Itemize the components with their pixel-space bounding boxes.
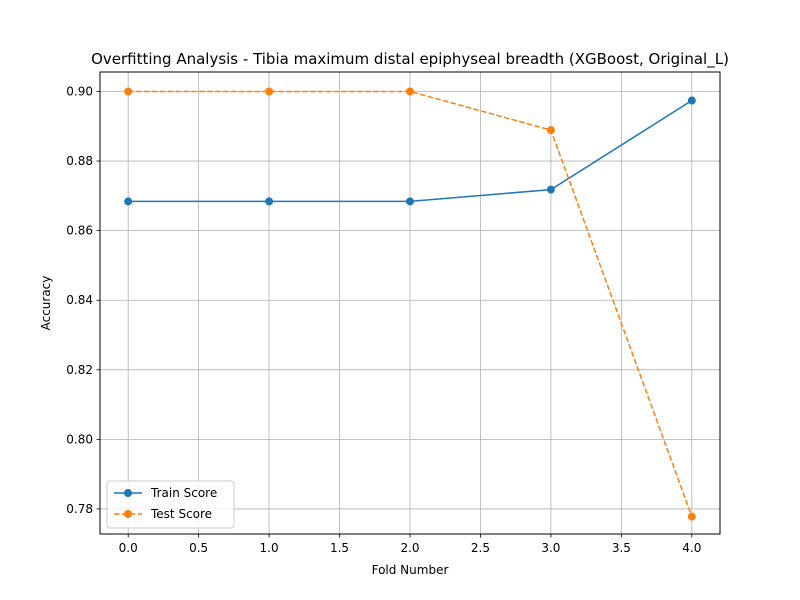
y-axis-label: Accuracy bbox=[39, 276, 53, 331]
x-tick-label: 2.0 bbox=[400, 541, 419, 555]
y-tick-label: 0.78 bbox=[66, 502, 93, 516]
y-tick-label: 0.86 bbox=[66, 224, 93, 238]
x-tick-label: 0.5 bbox=[189, 541, 208, 555]
series-point-test bbox=[687, 512, 696, 521]
x-tick-label: 3.0 bbox=[541, 541, 560, 555]
x-tick-label: 1.5 bbox=[330, 541, 349, 555]
series-point-train bbox=[546, 185, 555, 194]
y-tick-label: 0.84 bbox=[66, 293, 93, 307]
x-axis-label: Fold Number bbox=[372, 563, 449, 577]
y-tick-label: 0.90 bbox=[66, 84, 93, 98]
series-point-train bbox=[124, 197, 133, 206]
y-tick-label: 0.80 bbox=[66, 432, 93, 446]
x-tick-label: 2.5 bbox=[471, 541, 490, 555]
series-layer bbox=[124, 87, 696, 521]
series-point-test bbox=[406, 87, 414, 96]
x-tick-label: 3.5 bbox=[612, 541, 631, 555]
series-point-train bbox=[687, 96, 696, 105]
legend-marker bbox=[124, 489, 132, 497]
series-point-train bbox=[265, 197, 274, 206]
legend-entry: Test Score bbox=[150, 507, 212, 521]
series-point-train bbox=[406, 197, 414, 206]
y-tick-label: 0.88 bbox=[66, 154, 93, 168]
series-point-test bbox=[124, 87, 133, 96]
x-tick-label: 1.0 bbox=[260, 541, 279, 555]
legend: Train Score Test Score bbox=[106, 480, 235, 529]
y-tick-label: 0.82 bbox=[66, 363, 93, 377]
legend-marker bbox=[124, 510, 132, 518]
x-tick-label: 4.0 bbox=[682, 541, 701, 555]
series-point-test bbox=[546, 126, 555, 135]
x-tick-label: 0.0 bbox=[119, 541, 138, 555]
grid-lines bbox=[100, 72, 720, 534]
series-point-test bbox=[265, 87, 274, 96]
tick-marks: 0.0 0.5 1.0 1.5 2.0 2.5 3.0 3.5 4.0 0.78 0.80 0.82 0… bbox=[66, 84, 701, 555]
chart-title: Overfitting Analysis - Tibia maximum dis… bbox=[91, 50, 729, 69]
legend-entry: Train Score bbox=[150, 486, 217, 500]
